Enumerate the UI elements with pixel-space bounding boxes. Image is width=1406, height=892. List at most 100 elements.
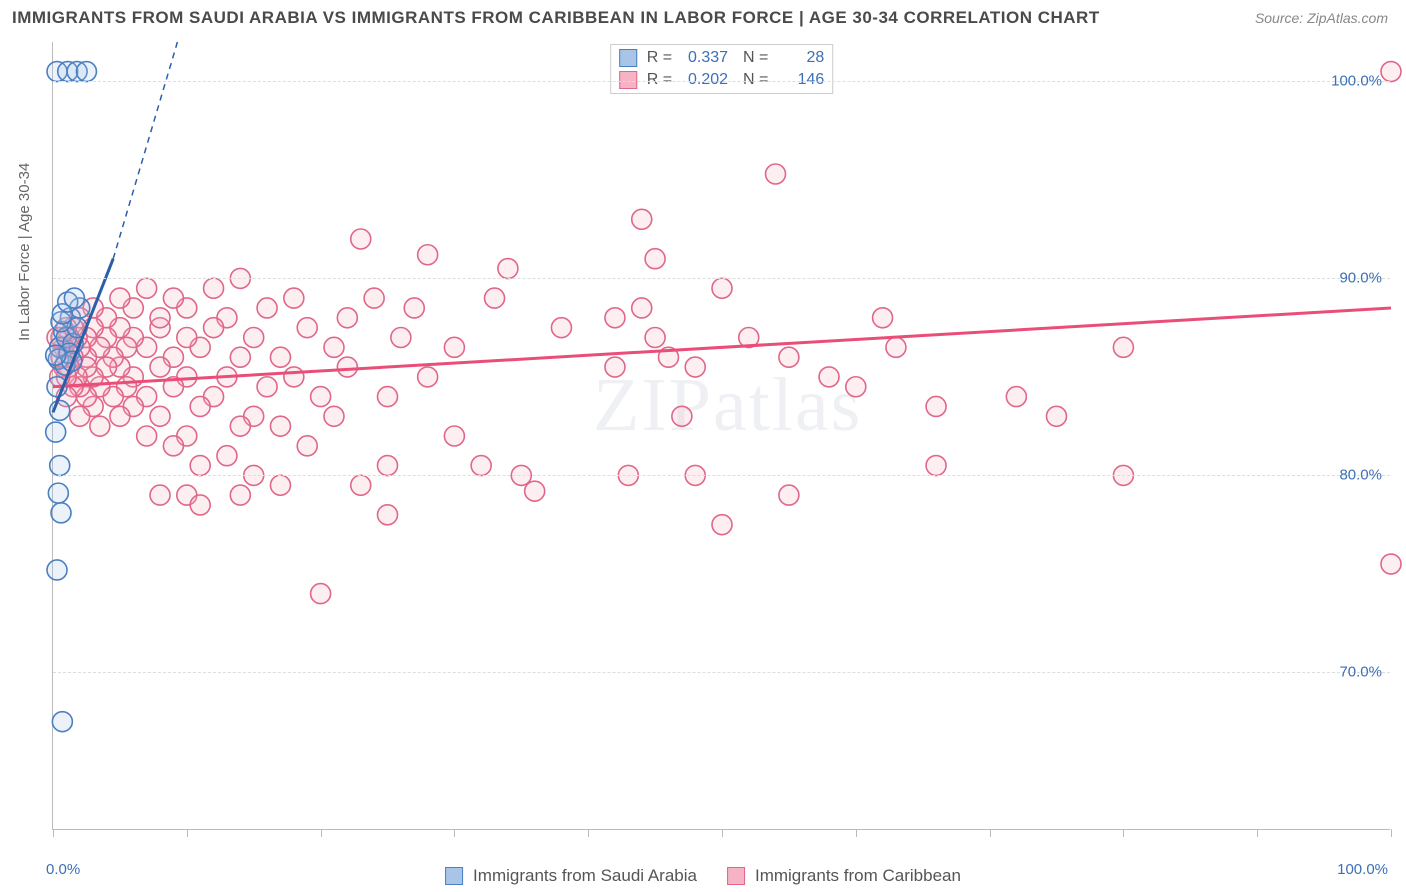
ytick-label: 70.0% [1339,664,1382,681]
legend-stats: R = 0.337 N = 28 R = 0.202 N = 146 [610,44,834,94]
data-point [632,298,652,318]
xtick [990,829,991,837]
data-point [257,377,277,397]
data-point [712,515,732,535]
xtick [53,829,54,837]
data-point [51,503,71,523]
data-point [190,396,210,416]
data-point [1381,62,1401,82]
data-point [645,249,665,269]
data-point [64,288,84,308]
xtick-label: 100.0% [1337,861,1388,878]
legend-item-saudi: Immigrants from Saudi Arabia [445,866,697,886]
data-point [137,278,157,298]
data-point [645,328,665,348]
xtick [1123,829,1124,837]
data-point [270,416,290,436]
xtick [588,829,589,837]
data-point [337,357,357,377]
data-point [190,456,210,476]
n-label: N = [734,47,768,69]
data-point [378,387,398,407]
data-point [311,387,331,407]
data-point [685,357,705,377]
data-point [378,505,398,525]
data-point [1113,337,1133,357]
r-label: R = [647,47,672,69]
data-point [873,308,893,328]
data-point [257,298,277,318]
data-point [525,481,545,501]
data-point [632,209,652,229]
data-point [404,298,424,318]
data-point [364,288,384,308]
legend-bottom: Immigrants from Saudi Arabia Immigrants … [445,866,961,886]
data-point [926,456,946,476]
data-point [766,164,786,184]
data-point [163,436,183,456]
ytick-label: 90.0% [1339,270,1382,287]
data-point [819,367,839,387]
data-point [712,278,732,298]
legend-item-caribbean: Immigrants from Caribbean [727,866,961,886]
data-point [418,367,438,387]
gridline [53,81,1390,82]
data-point [444,337,464,357]
chart-svg [53,42,1390,829]
r-value-saudi: 0.337 [678,47,728,69]
data-point [46,422,66,442]
data-point [324,337,344,357]
n-value-caribbean: 146 [774,69,824,91]
data-point [177,328,197,348]
swatch-saudi-icon [445,867,463,885]
legend-label-caribbean: Immigrants from Caribbean [755,866,961,886]
data-point [779,347,799,367]
data-point [672,406,692,426]
data-point [605,308,625,328]
data-point [551,318,571,338]
xtick [856,829,857,837]
ytick-label: 100.0% [1331,73,1382,90]
data-point [779,485,799,505]
data-point [150,357,170,377]
swatch-saudi-icon [619,49,637,67]
data-point [297,436,317,456]
data-point [337,308,357,328]
data-point [230,347,250,367]
gridline [53,278,1390,279]
data-point [886,337,906,357]
n-value-saudi: 28 [774,47,824,69]
data-point [485,288,505,308]
data-point [311,584,331,604]
data-point [846,377,866,397]
data-point [137,426,157,446]
data-point [391,328,411,348]
data-point [46,345,66,365]
data-point [378,456,398,476]
r-label: R = [647,69,672,91]
swatch-caribbean-icon [619,71,637,89]
data-point [70,406,90,426]
data-point [605,357,625,377]
ytick-label: 80.0% [1339,467,1382,484]
gridline [53,672,1390,673]
plot-area: ZIPatlas R = 0.337 N = 28 R = 0.202 N = … [52,42,1390,830]
data-point [204,318,224,338]
data-point [230,485,250,505]
legend-stats-row-1: R = 0.337 N = 28 [619,47,825,69]
data-point [270,475,290,495]
xtick [187,829,188,837]
legend-label-saudi: Immigrants from Saudi Arabia [473,866,697,886]
xtick [1257,829,1258,837]
r-value-caribbean: 0.202 [678,69,728,91]
xtick [722,829,723,837]
data-point [351,229,371,249]
data-point [1381,554,1401,574]
data-point [150,308,170,328]
legend-stats-row-2: R = 0.202 N = 146 [619,69,825,91]
data-point [163,288,183,308]
data-point [418,245,438,265]
chart-container: IMMIGRANTS FROM SAUDI ARABIA VS IMMIGRAN… [0,0,1406,892]
xtick [1391,829,1392,837]
data-point [52,712,72,732]
